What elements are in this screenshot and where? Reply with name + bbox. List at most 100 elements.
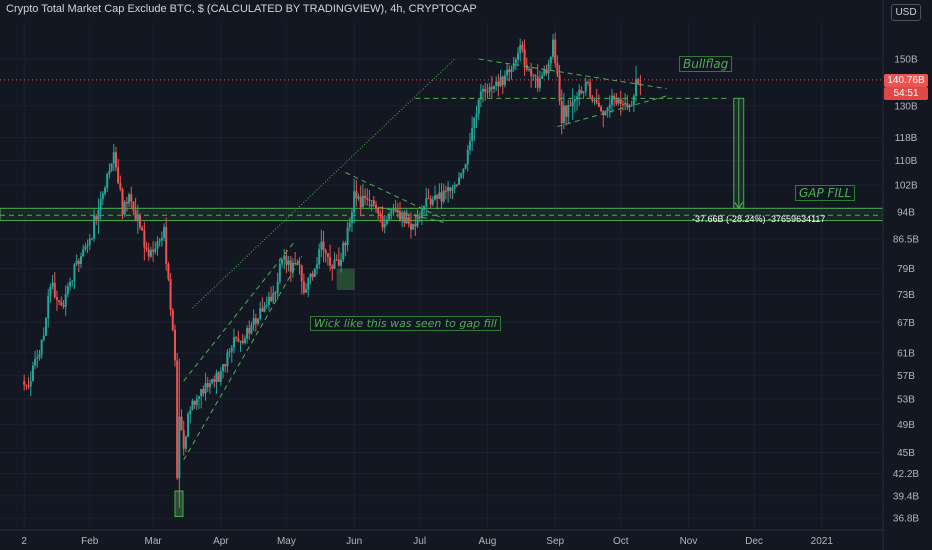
- candle-body: [163, 226, 166, 238]
- candle-body: [414, 224, 417, 227]
- candle-body: [545, 69, 548, 74]
- candle-body: [283, 255, 286, 260]
- candle-body: [508, 69, 511, 73]
- candle-body: [42, 335, 45, 340]
- candle-body: [27, 385, 30, 387]
- candle-body: [621, 103, 624, 105]
- candle-body: [630, 105, 633, 107]
- candle-body: [586, 81, 589, 83]
- y-tick-label: 67B: [897, 318, 915, 329]
- candle-body: [565, 105, 568, 117]
- gap-fill-label[interactable]: GAP FILL: [795, 185, 856, 201]
- candle-body: [405, 217, 408, 224]
- candle-body: [331, 265, 334, 269]
- candle-body: [232, 337, 235, 348]
- candle-body: [40, 339, 43, 355]
- candle-body: [51, 282, 54, 287]
- candle-body: [169, 279, 172, 310]
- candle-body: [388, 213, 391, 220]
- candle-body: [361, 195, 364, 208]
- candle-body: [97, 210, 100, 220]
- candle-body: [337, 259, 340, 266]
- candle-body: [600, 106, 603, 112]
- candle-body: [593, 99, 596, 101]
- candle-body: [121, 189, 124, 215]
- candle-body: [261, 308, 264, 312]
- candle-body: [381, 216, 384, 228]
- candle-body: [313, 268, 316, 277]
- time-axis[interactable]: 2 Feb Mar Apr May Jun Jul Aug Sep Oct Nov Dec 2021: [0, 529, 883, 547]
- candle-body: [619, 98, 622, 104]
- x-tick-label: 2021: [811, 536, 834, 547]
- measure-label: -37.66B (-28.24%) -37659634117: [692, 214, 826, 224]
- candle-body: [541, 75, 544, 79]
- candle-body: [348, 222, 351, 228]
- candle-body: [193, 400, 196, 405]
- candle-body: [431, 199, 434, 205]
- candle-body: [499, 76, 502, 87]
- candle-body: [302, 281, 305, 293]
- candle-body: [370, 200, 373, 202]
- candle-body: [152, 249, 155, 252]
- channel-line-upper: [183, 240, 296, 382]
- candle-body: [451, 188, 454, 191]
- candle-body: [300, 265, 303, 282]
- candle-body: [243, 338, 246, 343]
- candle-body: [316, 264, 318, 269]
- candle-body: [136, 215, 139, 221]
- x-tick-label: Jun: [346, 536, 362, 547]
- y-tick-label: 73B: [897, 290, 915, 301]
- candle-body: [324, 250, 327, 254]
- candle-body: [455, 184, 458, 186]
- candle-body: [95, 215, 98, 220]
- candle-body: [357, 196, 360, 199]
- candle-body: [556, 63, 559, 75]
- candle-body: [272, 292, 275, 302]
- candle-body: [69, 281, 72, 287]
- candle-body: [447, 187, 450, 192]
- candle-body: [602, 111, 605, 116]
- candle-body: [58, 300, 61, 302]
- candle-body: [276, 281, 279, 294]
- candle-body: [333, 259, 336, 269]
- candle-body: [154, 248, 157, 252]
- candle-body: [420, 210, 423, 218]
- candle-body: [34, 358, 37, 366]
- candle-body: [285, 255, 288, 265]
- candle-body: [490, 87, 493, 89]
- candle-body: [560, 101, 563, 123]
- june-support-line: [369, 204, 444, 223]
- candle-body: [567, 105, 570, 117]
- candle-body: [580, 90, 583, 94]
- candle-body: [252, 318, 255, 326]
- candle-body: [62, 305, 65, 307]
- candle-body: [208, 383, 211, 388]
- candle-body: [608, 104, 611, 108]
- candle-body: [611, 95, 613, 105]
- y-tick-label: 118B: [895, 133, 918, 144]
- candle-body: [521, 44, 524, 50]
- currency-button[interactable]: USD: [891, 4, 921, 21]
- candle-body: [637, 79, 640, 85]
- candle-body: [329, 256, 332, 266]
- candle-body: [106, 173, 109, 188]
- candle-body: [434, 195, 436, 200]
- candle-body: [538, 78, 541, 88]
- candle-body: [477, 99, 480, 114]
- x-tick-label: Apr: [213, 536, 229, 547]
- candle-body: [322, 241, 325, 251]
- candle-body: [547, 63, 550, 74]
- y-tick-label: 39.4B: [893, 491, 919, 502]
- wick-note-label[interactable]: Wick like this was seen to gap fill: [310, 316, 501, 331]
- candle-body: [265, 305, 268, 307]
- y-tick-label: 36.8B: [893, 514, 919, 525]
- candle-body: [519, 44, 522, 54]
- candle-body: [569, 105, 572, 107]
- candle-body: [307, 277, 310, 290]
- bullflag-label[interactable]: Bullflag: [679, 56, 733, 72]
- candle-body: [47, 295, 50, 319]
- candle-body: [449, 187, 452, 191]
- candle-body: [53, 282, 56, 298]
- candle-body: [198, 396, 200, 399]
